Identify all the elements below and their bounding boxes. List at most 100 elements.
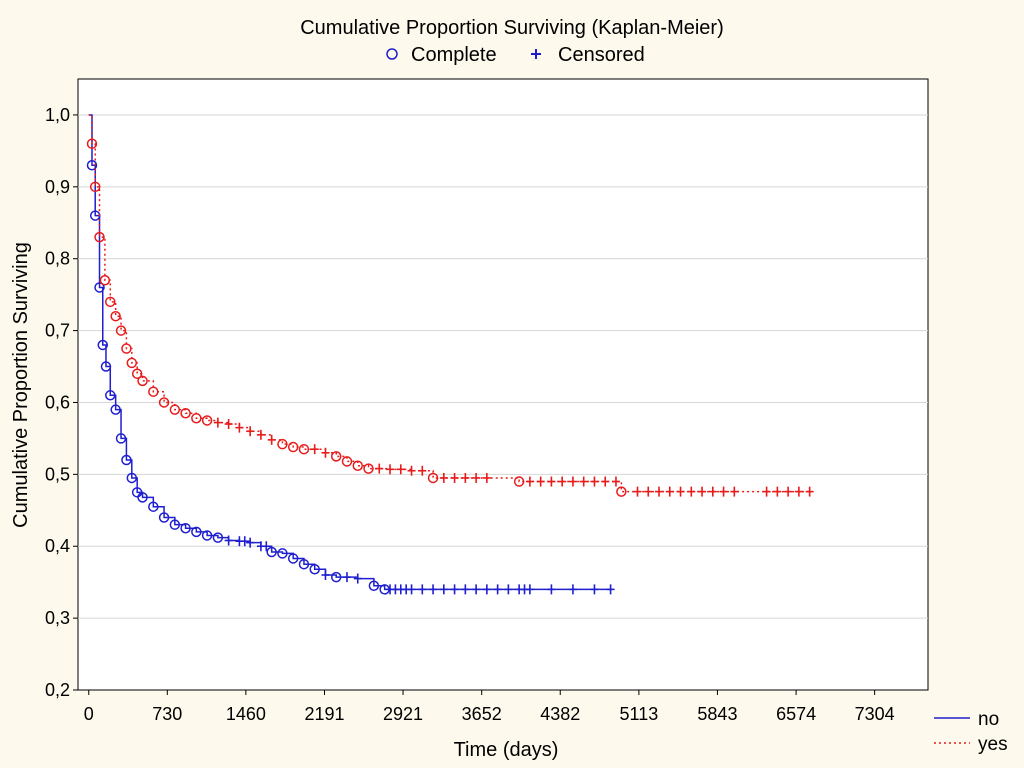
series-no-censored-point: [493, 584, 502, 595]
series-yes-censored-point: [246, 426, 255, 437]
y-tick-label: 0,9: [45, 177, 70, 197]
series-yes-complete-point: [287, 441, 299, 453]
series-yes-complete-point: [89, 181, 101, 193]
series-yes-complete-point: [191, 413, 202, 424]
y-tick-label: 0,7: [45, 321, 70, 341]
series-yes-complete-point: [180, 408, 191, 419]
series-no-complete-point: [287, 553, 299, 564]
series-no-complete-point: [309, 563, 320, 575]
series-yes: [86, 114, 814, 497]
series-yes-censored-point: [396, 464, 405, 475]
series-yes-censored-point: [472, 472, 481, 483]
series-yes-censored-point: [224, 419, 233, 430]
series-yes-censored-point: [536, 476, 545, 487]
series-yes-censored-point: [439, 472, 448, 483]
series-no-censored-point: [472, 584, 481, 595]
series-yes-censored-point: [773, 486, 782, 497]
x-axis-ticks: 0 730 1460 2191 2921 3652 4382 5113 5843 6574 7304: [84, 690, 895, 724]
series-yes-censored-point: [784, 486, 793, 497]
series-yes-complete-point: [363, 463, 374, 474]
series-no-complete-point: [201, 530, 213, 541]
series-no-censored-point: [590, 584, 599, 595]
series-no-censored-point: [482, 584, 491, 595]
series-no-censored-point: [342, 572, 351, 583]
series-no-censored-point: [246, 537, 255, 548]
x-tick-label: 3652: [462, 704, 502, 724]
series-yes-complete-point: [427, 472, 439, 484]
y-tick-label: 0,4: [45, 536, 70, 556]
y-tick-label: 0,2: [45, 680, 70, 700]
series-no-complete-point: [298, 558, 310, 570]
series-yes-complete-point: [169, 404, 181, 415]
x-tick-label: 7304: [855, 704, 895, 724]
series-yes-censored-point: [665, 486, 674, 497]
series-yes-complete-point: [115, 325, 127, 336]
series-yes-complete-point: [131, 368, 143, 379]
series-yes-complete-point: [330, 451, 342, 462]
series-yes-censored-point: [461, 472, 470, 483]
series-yes-censored-point: [482, 472, 491, 483]
series-yes-complete-point: [94, 231, 105, 243]
series-no-censored-point: [606, 584, 615, 595]
series-yes-complete-point: [277, 438, 288, 450]
censored-marker-icon: [531, 49, 541, 59]
series-yes-censored-point: [601, 476, 610, 487]
series-no-complete-point: [169, 519, 181, 530]
series-layer: [86, 114, 814, 595]
x-tick-label: 730: [152, 704, 182, 724]
series-no-complete-point: [100, 361, 112, 372]
series-no-censored-point: [547, 584, 556, 595]
series-yes-complete-point: [110, 310, 121, 322]
series-yes-censored-point: [558, 476, 567, 487]
series-yes-censored-point: [590, 476, 599, 487]
series-yes-censored-point: [321, 447, 330, 458]
series-no-censored-point: [429, 584, 438, 595]
series-yes-complete-point: [513, 476, 525, 487]
series-yes-censored-point: [794, 486, 803, 497]
series-yes-censored-point: [611, 476, 620, 487]
complete-marker-icon: [386, 48, 398, 60]
series-no-complete-point: [277, 548, 288, 559]
series-yes-censored-point: [525, 476, 534, 487]
legend-no-label: no: [978, 709, 999, 730]
series-no-complete-point: [115, 433, 127, 444]
x-tick-label: 5843: [697, 704, 737, 724]
series-yes-complete-point: [352, 460, 363, 471]
series-yes-censored-point: [386, 464, 395, 475]
y-tick-label: 0,8: [45, 249, 70, 269]
series-no-censored-point: [450, 584, 459, 595]
series-yes-censored-point: [547, 476, 556, 487]
series-no-complete-point: [97, 339, 108, 351]
series-yes-complete-point: [137, 375, 148, 387]
series-yes-censored-point: [407, 465, 416, 476]
series-yes-complete-point: [298, 443, 310, 455]
series-no-complete-point: [368, 580, 380, 592]
grid-lines: [78, 114, 928, 619]
series-no-censored-point: [568, 584, 577, 595]
series-no-complete-point: [191, 526, 202, 538]
series-no-complete-point: [266, 546, 277, 558]
series-yes-censored-point: [730, 486, 739, 497]
series-no-complete-point: [212, 532, 224, 543]
series-yes-censored-point: [805, 486, 814, 497]
series-no-complete-point: [148, 501, 159, 512]
x-tick-label: 6574: [776, 704, 816, 724]
series-no-complete-point: [137, 492, 148, 503]
series-no-censored-point: [461, 584, 470, 595]
series-yes-censored-point: [676, 486, 685, 497]
series-yes-censored-point: [235, 422, 244, 433]
series-yes-complete-point: [86, 138, 98, 149]
series-yes-censored-point: [213, 417, 222, 428]
marker-legend-censored-label: Censored: [558, 44, 645, 66]
series-yes-complete-point: [616, 486, 627, 497]
y-tick-label: 1,0: [45, 105, 70, 125]
series-yes-censored-point: [418, 465, 427, 476]
series-yes-censored-point: [256, 429, 265, 440]
series-yes-complete-point: [121, 343, 132, 354]
series-no-censored-point: [418, 584, 427, 595]
marker-legend-complete-label: Complete: [411, 44, 497, 66]
y-axis-ticks: 0,2 0,3 0,4 0,5 0,6 0,7 0,8 0,9 1,0: [45, 105, 78, 700]
plot-area: [77, 78, 929, 691]
